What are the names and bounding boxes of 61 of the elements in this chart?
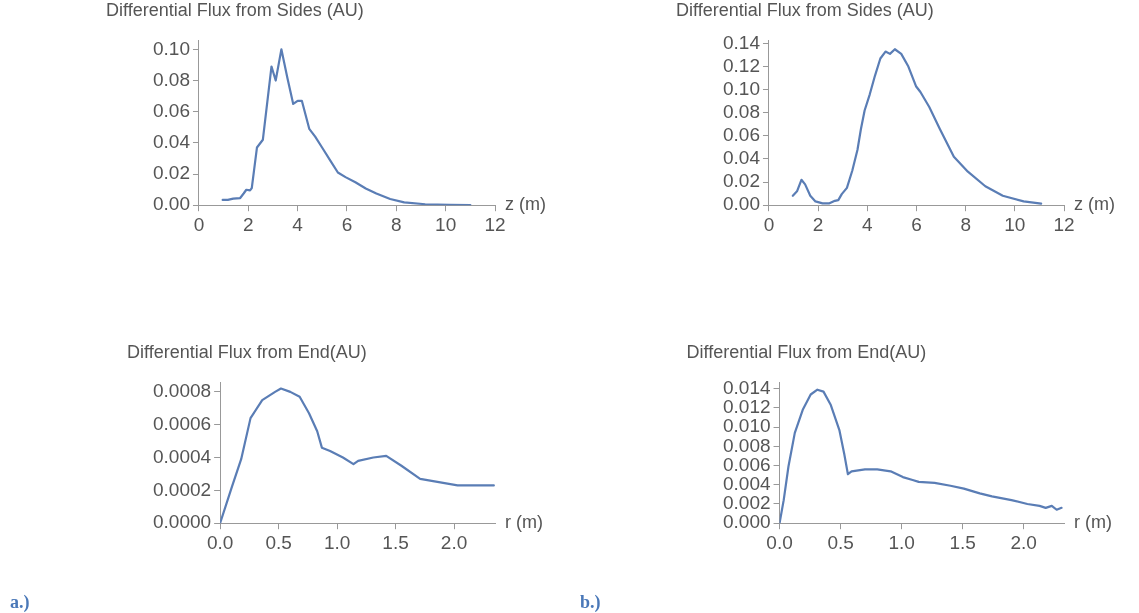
y-tick-label: 0.12	[723, 54, 760, 76]
x-tick-label: 10	[1004, 213, 1026, 235]
x-tick-label: 0	[193, 213, 205, 235]
text: b.)	[580, 592, 601, 613]
x-tick-label: 0	[763, 213, 775, 235]
y-tick-label: 0.06	[723, 124, 760, 146]
y-tick-label: 0.000	[723, 511, 771, 533]
y-tick-label: 0.10	[723, 77, 760, 99]
y-tick-label: 0.002	[723, 492, 771, 514]
chart-title: Differential Flux from Sides (AU)	[675, 0, 934, 20]
y-tick-label: 0.06	[153, 99, 190, 121]
x-tick-label: 1.0	[888, 531, 915, 553]
x-tick-label: 12	[1053, 213, 1075, 235]
x-tick-label: 12	[484, 213, 506, 235]
x-tick-label: 0.0	[206, 531, 234, 553]
x-tick-label: 2.0	[1010, 531, 1037, 553]
chart-title: Differential Flux from End(AU)	[686, 342, 927, 362]
x-tick-label: 6	[341, 213, 353, 235]
y-tick-label: 0.14	[723, 31, 761, 53]
x-tick-label: 4	[292, 213, 304, 235]
x-tick-label: 1.5	[382, 531, 409, 553]
y-tick-label: 0.0004	[152, 445, 212, 467]
x-tick-label: 2	[812, 213, 824, 235]
y-tick-label: 0.014	[723, 376, 771, 398]
y-tick-label: 0.02	[723, 170, 760, 192]
x-tick-label: 1.5	[949, 531, 976, 553]
y-tick-label: 0.08	[153, 68, 190, 90]
y-tick-label: 0.004	[723, 473, 771, 495]
y-tick-label: 0.006	[723, 453, 771, 475]
y-tick-label: 0.0006	[152, 412, 212, 434]
x-axis-title: z (m)	[1074, 194, 1115, 215]
y-tick-label: 0.10	[153, 37, 190, 59]
y-tick-label: 0.0008	[152, 380, 212, 402]
chart-title: Differential Flux from Sides (AU)	[105, 0, 364, 20]
x-tick-label: 1.0	[323, 531, 351, 553]
x-tick-label: 0.0	[766, 531, 793, 553]
y-tick-label: 0.012	[723, 396, 771, 418]
x-tick-label: 8	[391, 213, 402, 235]
x-axis-title: r (m)	[505, 512, 543, 533]
x-tick-label: 2	[243, 213, 254, 235]
x-tick-label: 8	[960, 213, 971, 235]
y-tick-label: 0.00	[153, 193, 190, 215]
x-tick-label: 6	[911, 213, 922, 235]
x-axis-title: r (m)	[1074, 512, 1112, 533]
x-axis-title: z (m)	[505, 194, 546, 215]
chart-title: Differential Flux from End(AU)	[127, 342, 367, 362]
y-tick-label: 0.04	[153, 131, 191, 153]
y-tick-label: 0.010	[723, 415, 771, 437]
x-tick-label: 10	[435, 213, 457, 235]
y-tick-label: 0.04	[723, 147, 761, 169]
y-tick-label: 0.00	[723, 193, 760, 215]
y-tick-label: 0.08	[723, 101, 760, 123]
x-tick-label: 4	[862, 213, 874, 235]
x-tick-label: 2.0	[440, 531, 468, 553]
y-tick-label: 0.02	[153, 162, 190, 184]
text: a.)	[10, 592, 30, 613]
y-tick-label: 0.008	[723, 434, 771, 456]
x-tick-label: 0.5	[827, 531, 854, 553]
x-tick-label: 0.5	[265, 531, 292, 553]
y-tick-label: 0.0002	[152, 478, 212, 500]
y-tick-label: 0.0000	[152, 511, 212, 533]
